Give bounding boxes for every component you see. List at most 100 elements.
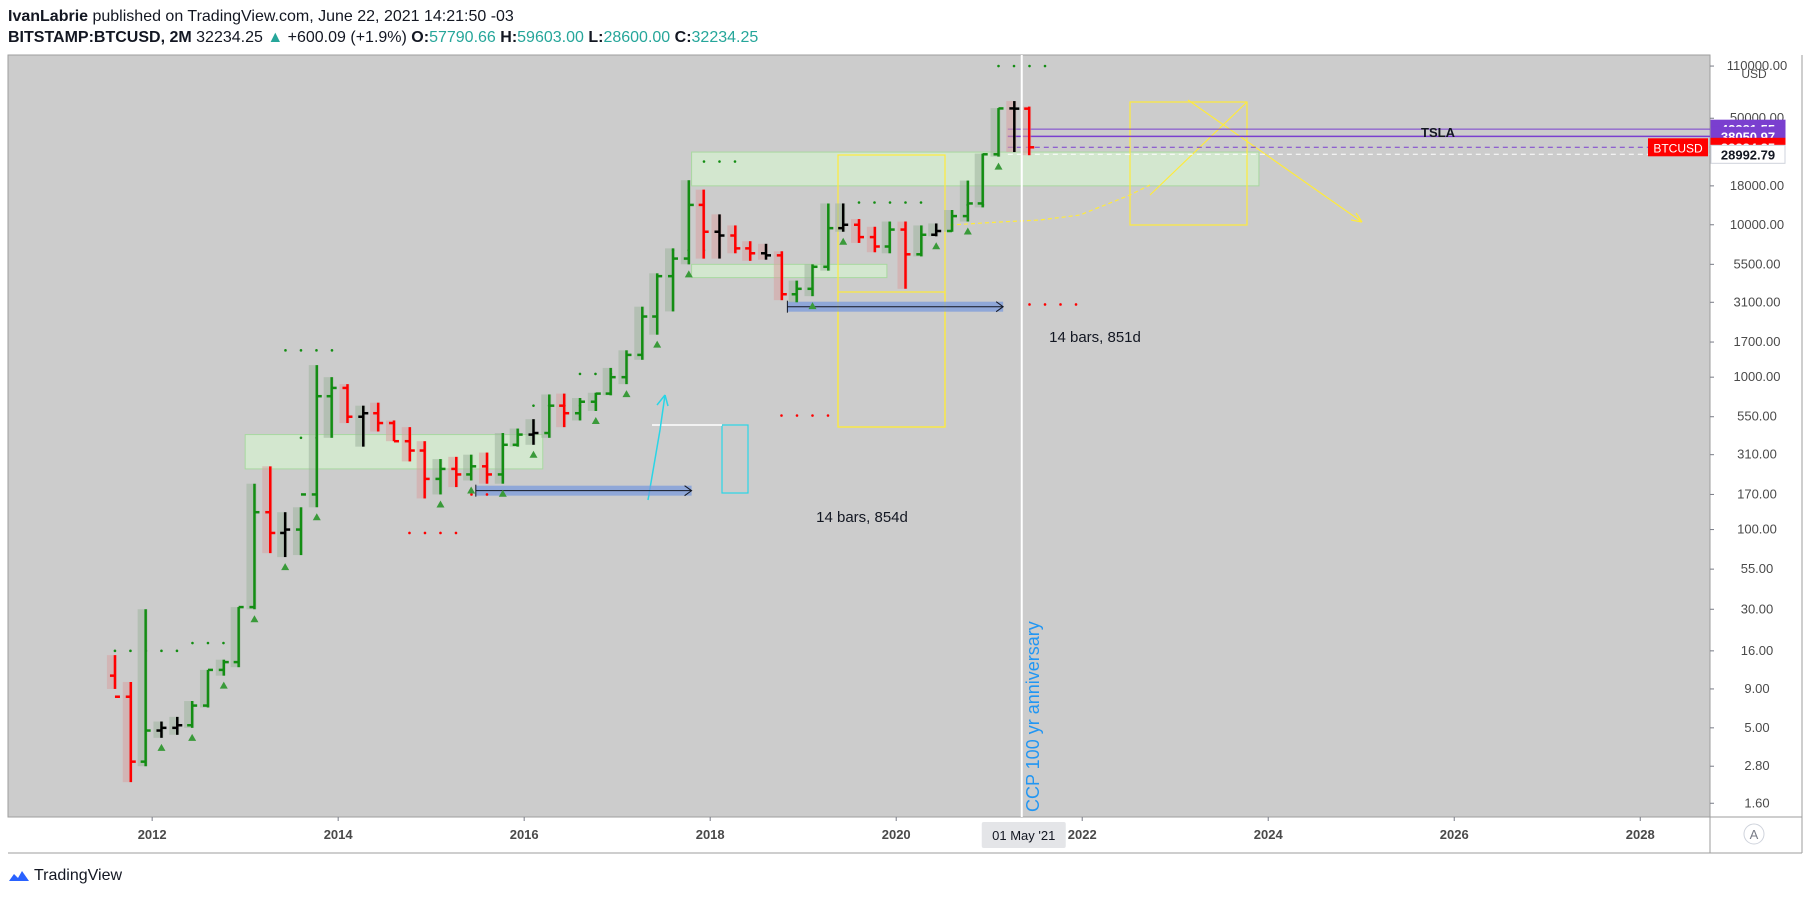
y-tick-label[interactable]: 9.00 xyxy=(1744,681,1769,696)
x-tick-label[interactable]: 2022 xyxy=(1068,827,1097,842)
bar-range-shade xyxy=(432,459,443,495)
event-line-group: CCP 100 yr anniversary xyxy=(1020,55,1043,817)
yellow-projection-line-up[interactable] xyxy=(1149,101,1248,196)
y-tick-label[interactable]: 5.00 xyxy=(1744,720,1769,735)
dot-marker-6-0 xyxy=(532,404,535,407)
y-tick-label[interactable]: 55.00 xyxy=(1741,561,1774,576)
x-tick-label[interactable]: 2024 xyxy=(1254,827,1284,842)
yellow-rect-2016-inner[interactable] xyxy=(837,291,946,428)
bar-range-shade xyxy=(416,441,427,499)
date-ranges xyxy=(475,300,1005,497)
price-change: +600.09 (+1.9%) xyxy=(287,29,407,46)
bar-range-shade xyxy=(727,225,738,254)
last-price: 32234.25 xyxy=(196,29,263,46)
dot-marker-11-1 xyxy=(873,201,876,204)
bar-range-shade xyxy=(230,607,241,668)
symbol-label[interactable]: BITSTAMP:BTCUSD, 2M xyxy=(8,29,192,46)
x-tick-label[interactable]: 2028 xyxy=(1626,827,1655,842)
bar-range-shade xyxy=(742,241,753,261)
zone-2013[interactable] xyxy=(244,434,544,470)
dot-marker-13-2 xyxy=(1028,64,1031,68)
x-tick-label[interactable]: 2014 xyxy=(324,827,354,842)
tradingview-brand[interactable]: TradingView xyxy=(34,867,123,884)
y-tick-label[interactable]: 18000.00 xyxy=(1730,178,1784,193)
zone-2018[interactable] xyxy=(691,263,888,279)
bar-range-shade xyxy=(199,669,210,708)
dot-marker-5-1 xyxy=(485,493,489,496)
yellow-projection-line-down[interactable] xyxy=(1187,99,1363,223)
y-tick-label[interactable]: 30.00 xyxy=(1741,601,1774,616)
y-tick-label[interactable]: 310.00 xyxy=(1737,447,1777,462)
y-tick-label[interactable]: 110000.00 xyxy=(1727,58,1788,73)
dot-marker-2-0 xyxy=(284,349,287,352)
x-tick-label[interactable]: 2020 xyxy=(882,827,911,842)
symbol-tag-label[interactable]: BTCUSD xyxy=(1653,141,1703,155)
y-tick-label[interactable]: 1000.00 xyxy=(1734,369,1781,384)
buy-signal-icon xyxy=(622,390,631,398)
crosshair-date-label[interactable]: 01 May '21 xyxy=(992,828,1055,843)
buy-signal-icon xyxy=(219,681,228,689)
tsla-label[interactable]: TSLA xyxy=(1421,125,1456,140)
bar-range-shade xyxy=(556,393,567,428)
dot-marker-1-0 xyxy=(191,641,194,645)
y-tick-label[interactable]: 16.00 xyxy=(1741,643,1774,658)
time-axis-area[interactable] xyxy=(8,817,1710,853)
x-tick-label[interactable]: 2026 xyxy=(1440,827,1469,842)
event-label[interactable]: CCP 100 yr anniversary xyxy=(1023,621,1043,812)
tradingview-logo-icon xyxy=(9,871,29,881)
cyan-rect-2014[interactable] xyxy=(721,424,749,494)
bar-range-shade xyxy=(602,367,613,396)
bar-range-shade xyxy=(788,280,799,303)
author-name[interactable]: IvanLabrie xyxy=(8,8,89,25)
price-label-white-low[interactable]: 28992.79 xyxy=(1721,147,1775,162)
y-tick-label[interactable]: 1.60 xyxy=(1744,795,1769,810)
y-tick-label[interactable]: 170.00 xyxy=(1737,486,1777,501)
bar-range-shade xyxy=(944,209,955,232)
dot-marker-14-1 xyxy=(1043,303,1047,306)
auto-scale-label[interactable]: A xyxy=(1750,827,1759,842)
open-label: O: xyxy=(411,29,430,46)
auto-scale-button[interactable] xyxy=(1743,823,1765,845)
yellow-rect-2021[interactable] xyxy=(1129,101,1248,226)
y-tick-label[interactable]: 1700.00 xyxy=(1734,334,1781,349)
bar-range-shade xyxy=(323,377,334,438)
cyan-arrow-2013[interactable] xyxy=(647,394,666,501)
range-2-label[interactable]: 14 bars, 851d xyxy=(1049,329,1141,346)
buy-signal-icon xyxy=(994,162,1003,170)
bar-range-shade xyxy=(866,226,877,253)
y-tick-label[interactable]: 10000.00 xyxy=(1730,217,1784,232)
range-1-label[interactable]: 14 bars, 854d xyxy=(816,509,908,526)
price-axis-area[interactable] xyxy=(1710,55,1802,817)
bar-range-shade xyxy=(571,397,582,421)
bar-range-shade xyxy=(804,264,815,297)
y-tick-label[interactable]: 550.00 xyxy=(1737,409,1777,424)
tradingview-footer[interactable]: TradingView xyxy=(8,864,122,888)
dot-marker-9-2 xyxy=(733,160,737,163)
x-tick-label[interactable]: 2016 xyxy=(510,827,539,842)
dot-marker-13-1 xyxy=(1012,64,1016,68)
buy-signal-icon xyxy=(436,500,445,508)
y-tick-label[interactable]: 5500.00 xyxy=(1734,256,1781,271)
bar-range-shade xyxy=(137,609,148,767)
price-label-box-white-low[interactable] xyxy=(1710,144,1786,164)
bar-range-shade xyxy=(339,384,350,424)
y-tick-label[interactable]: 3100.00 xyxy=(1734,294,1781,309)
y-tick-label[interactable]: 2.80 xyxy=(1744,758,1769,773)
buy-signal-icon xyxy=(467,486,476,494)
dot-marker-13-3 xyxy=(1043,64,1047,68)
x-tick-label[interactable]: 2018 xyxy=(696,827,725,842)
bar-range-shade xyxy=(478,452,489,484)
bar-range-shade xyxy=(618,350,629,385)
dot-marker-4-2 xyxy=(439,531,442,535)
bar-range-shade xyxy=(851,219,861,243)
bar-range-shade xyxy=(757,243,768,260)
y-tick-label[interactable]: 100.00 xyxy=(1737,522,1777,537)
bar-range-shade xyxy=(385,420,396,442)
publish-info: IvanLabrie published on TradingView.com,… xyxy=(8,8,514,26)
bar-range-shade xyxy=(959,180,970,222)
x-tick-label[interactable]: 2012 xyxy=(138,827,167,842)
bar-range-shade xyxy=(509,428,520,447)
dot-marker-14-2 xyxy=(1059,303,1062,306)
dot-marker-14-0 xyxy=(1028,303,1031,306)
